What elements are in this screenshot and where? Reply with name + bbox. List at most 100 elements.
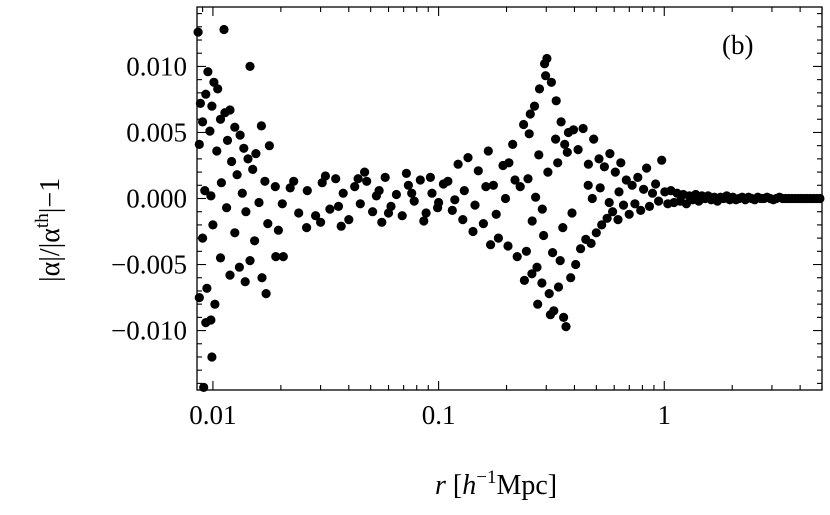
data-point (302, 223, 312, 233)
data-point (336, 221, 346, 231)
data-point (566, 273, 576, 283)
data-point (515, 182, 525, 192)
data-point (493, 233, 503, 243)
data-point (602, 213, 612, 223)
data-point (371, 191, 381, 201)
data-point (527, 269, 537, 279)
data-point (657, 155, 667, 165)
data-point (320, 171, 330, 181)
data-point (443, 176, 453, 186)
data-point (500, 193, 511, 204)
data-point (651, 179, 661, 189)
data-point (510, 175, 520, 185)
data-point (239, 143, 249, 153)
data-point (613, 215, 623, 225)
data-point (203, 67, 213, 77)
data-point (573, 145, 583, 155)
data-point (270, 182, 280, 192)
data-point (264, 141, 274, 151)
data-point (533, 299, 543, 309)
data-point (519, 275, 530, 285)
data-point (551, 96, 561, 106)
data-point (205, 126, 215, 136)
data-point (534, 84, 545, 94)
x-tick-label: 1 (658, 400, 672, 430)
data-point (248, 164, 258, 174)
data-point (277, 199, 287, 209)
data-point (380, 172, 390, 182)
data-point (222, 203, 232, 213)
data-point (210, 299, 220, 309)
data-point (583, 159, 594, 169)
data-point (561, 322, 571, 332)
data-point (458, 215, 468, 225)
data-point (234, 262, 244, 272)
data-point (201, 89, 211, 99)
data-point (614, 187, 624, 197)
data-point (578, 123, 588, 134)
data-point (594, 154, 604, 164)
data-point (551, 134, 561, 144)
data-point (311, 211, 321, 221)
data-point (599, 162, 610, 172)
data-point (230, 228, 240, 238)
data-point (401, 168, 411, 178)
data-point (360, 167, 370, 177)
data-point (532, 262, 542, 272)
data-point (627, 180, 637, 190)
data-points (193, 24, 825, 392)
data-point (567, 208, 577, 218)
data-point (525, 109, 535, 119)
data-point (519, 119, 529, 130)
data-point (225, 270, 235, 280)
data-point (537, 278, 547, 288)
data-point (194, 139, 204, 149)
data-point (350, 182, 360, 192)
data-point (257, 273, 267, 283)
data-point (331, 174, 341, 184)
data-point (618, 200, 629, 210)
data-point (368, 207, 378, 217)
data-point (215, 114, 226, 124)
data-point (553, 158, 563, 168)
y-tick-label: 0.005 (126, 117, 187, 147)
data-point (463, 153, 473, 163)
data-point (338, 188, 348, 198)
data-point (194, 293, 204, 303)
data-point (587, 193, 597, 204)
data-point (529, 101, 540, 111)
data-point (508, 139, 518, 149)
data-point (559, 312, 569, 322)
x-tick-label: 0.01 (189, 400, 236, 430)
data-point (263, 219, 273, 229)
data-point (589, 134, 599, 144)
panel-label: (b) (722, 30, 753, 60)
data-point (605, 149, 615, 159)
data-point (243, 154, 253, 164)
data-point (647, 188, 658, 198)
data-point (256, 121, 266, 131)
y-tick-label: 0.000 (126, 184, 187, 214)
data-point (642, 163, 652, 173)
data-point (504, 158, 514, 168)
data-point (541, 71, 551, 81)
data-point (232, 170, 242, 180)
data-point (193, 27, 203, 37)
data-point (555, 256, 565, 266)
data-point (289, 176, 299, 186)
data-point (271, 252, 281, 262)
data-point (273, 225, 283, 235)
data-point (206, 191, 216, 201)
x-tick-label: 0.1 (422, 400, 456, 430)
data-point (478, 219, 488, 229)
data-point (207, 352, 217, 362)
data-point (216, 178, 226, 188)
data-point (483, 146, 493, 156)
data-point (353, 174, 363, 184)
data-point (586, 238, 596, 248)
data-point (260, 176, 270, 186)
data-point (610, 167, 620, 177)
data-point (294, 208, 304, 218)
data-point (604, 197, 614, 208)
